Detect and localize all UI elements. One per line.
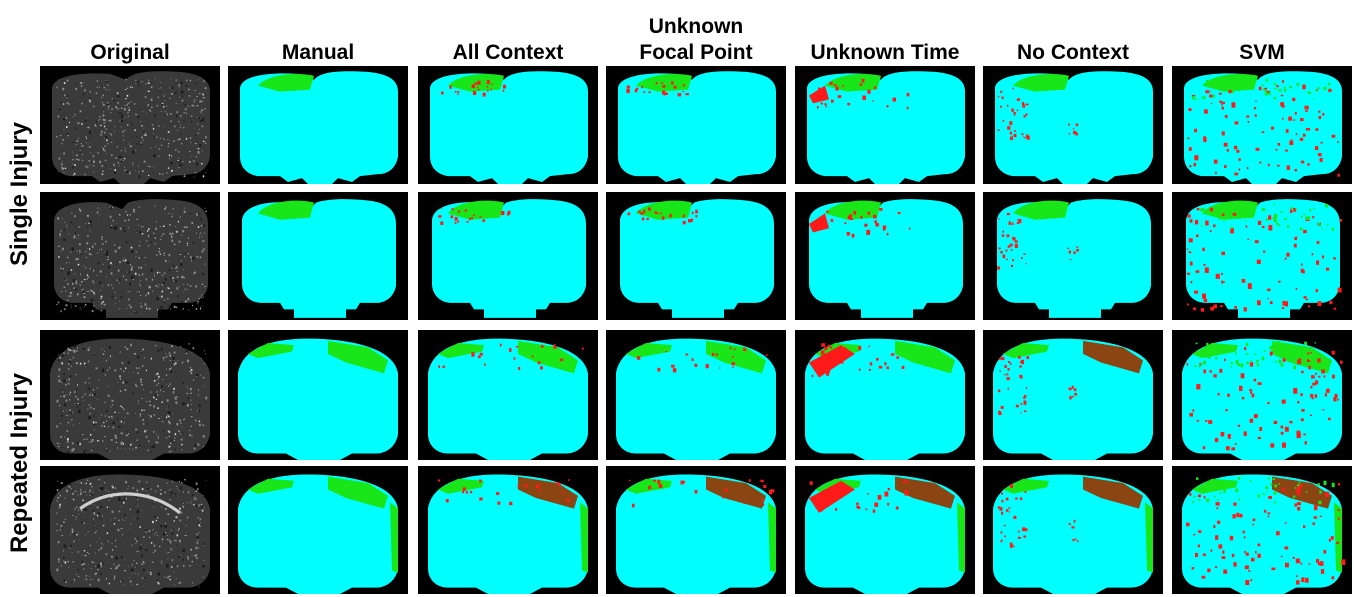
brain-slice-image — [616, 474, 776, 594]
panel-all-context-row-3 — [418, 330, 598, 460]
brain-slice-image — [52, 71, 210, 184]
brain-slice-image — [1182, 474, 1346, 594]
brain-slice-image — [428, 474, 588, 594]
panel-all-context-row-2 — [418, 192, 598, 320]
brain-slice-image — [620, 199, 774, 318]
panel-svm-row-3 — [1172, 330, 1352, 460]
panel-unknown-focal-point-row-3 — [606, 330, 786, 460]
column-header-line: Unknown — [648, 15, 744, 38]
panel-no-context-row-3 — [983, 330, 1163, 460]
column-header-line: SVM — [1239, 41, 1285, 64]
column-header-all-context: All Context — [418, 0, 598, 66]
brain-slice-image — [616, 338, 776, 460]
panel-unknown-focal-point-row-1 — [606, 66, 786, 184]
panel-original-row-4 — [40, 466, 220, 594]
column-header-manual: Manual — [228, 0, 408, 66]
brain-slice-image — [805, 338, 965, 460]
panel-no-context-row-2 — [983, 192, 1163, 320]
brain-slice-image — [993, 338, 1153, 460]
column-header-no-context: No Context — [983, 0, 1163, 66]
panel-unknown-focal-point-row-2 — [606, 192, 786, 320]
brain-slice-image — [54, 199, 208, 318]
panel-unknown-time-row-4 — [795, 466, 975, 594]
column-header-line: All Context — [452, 41, 564, 64]
column-header-line: Unknown Time — [810, 41, 960, 64]
column-header-line: No Context — [1017, 41, 1129, 64]
column-header-svm: SVM — [1172, 0, 1352, 66]
brain-slice-image — [618, 71, 776, 184]
brain-slice-image — [809, 199, 963, 318]
panel-manual-row-4 — [228, 466, 408, 594]
brain-slice-image — [1186, 199, 1342, 318]
row-label-single-injury: Single Injury — [0, 66, 40, 322]
panel-unknown-time-row-2 — [795, 192, 975, 320]
brain-slice-image — [1182, 338, 1343, 460]
brain-slice-image — [1184, 71, 1342, 184]
brain-slice-image — [50, 474, 210, 594]
column-header-line: Original — [90, 41, 170, 64]
brain-slice-image — [240, 71, 398, 184]
row-label-text: Repeated Injury — [6, 372, 34, 554]
panel-svm-row-2 — [1172, 192, 1352, 320]
panel-all-context-row-1 — [418, 66, 598, 184]
column-header-line: Manual — [281, 41, 355, 64]
brain-slice-image — [238, 338, 398, 460]
brain-slice-image — [807, 71, 965, 184]
brain-slice-image — [995, 71, 1153, 184]
panel-no-context-row-4 — [983, 466, 1163, 594]
brain-slice-image — [430, 71, 588, 184]
panel-manual-row-1 — [228, 66, 408, 184]
panel-manual-row-2 — [228, 192, 408, 320]
column-header-original: Original — [40, 0, 220, 66]
brain-slice-image — [238, 474, 398, 594]
panel-original-row-2 — [40, 192, 220, 320]
panel-svm-row-1 — [1172, 66, 1352, 184]
panel-unknown-time-row-1 — [795, 66, 975, 184]
panel-original-row-1 — [40, 66, 220, 184]
brain-slice-image — [805, 474, 965, 594]
column-header-line: Focal Point — [639, 41, 753, 64]
brain-slice-image — [432, 199, 586, 318]
panel-all-context-row-4 — [418, 466, 598, 594]
panel-no-context-row-1 — [983, 66, 1163, 184]
brain-slice-image — [50, 338, 210, 460]
panel-svm-row-4 — [1172, 466, 1352, 594]
panel-unknown-time-row-3 — [795, 330, 975, 460]
row-label-repeated-injury: Repeated Injury — [0, 330, 40, 596]
brain-slice-image — [997, 199, 1151, 318]
brain-slice-image — [993, 474, 1153, 594]
row-label-text: Single Injury — [6, 121, 33, 267]
panel-manual-row-3 — [228, 330, 408, 460]
panel-unknown-focal-point-row-4 — [606, 466, 786, 594]
panel-original-row-3 — [40, 330, 220, 460]
column-header-unknown-time: Unknown Time — [795, 0, 975, 66]
brain-slice-image — [242, 199, 396, 318]
column-header-unknown-focal-point: Unknown Focal Point — [606, 0, 786, 66]
brain-slice-image — [428, 338, 588, 460]
